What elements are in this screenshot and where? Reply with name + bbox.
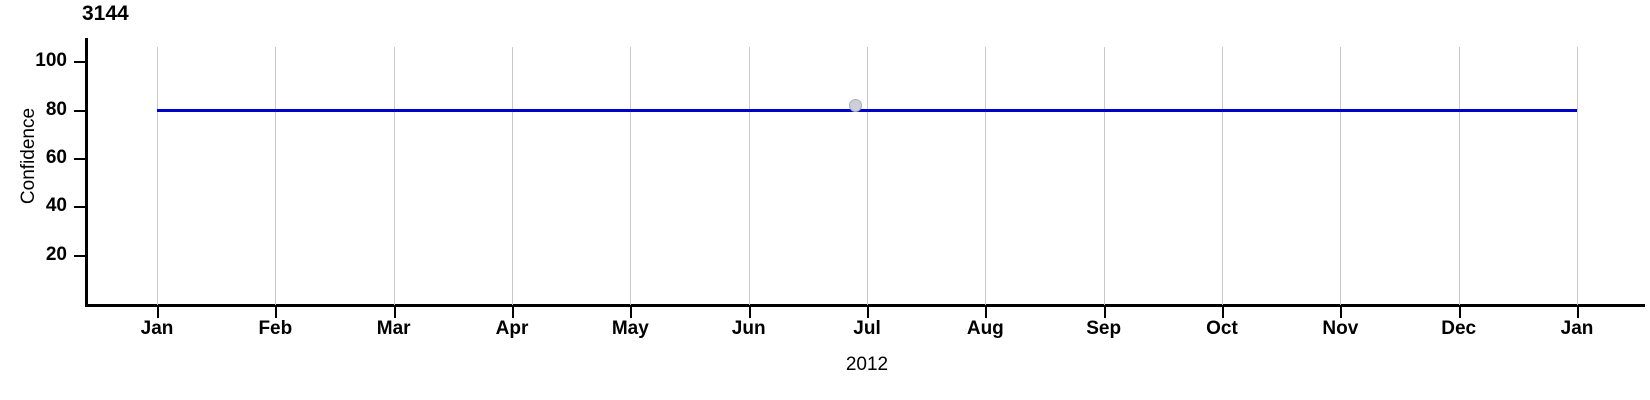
x-axis-tick-label: Jun [731,318,766,339]
x-axis-tick [1458,307,1461,318]
series-line-segment [1340,109,1459,113]
gridline [157,47,158,305]
y-axis-tick [74,157,85,160]
series-line-segment [393,109,512,113]
y-axis-tick [74,109,85,112]
series-line-segment [867,109,986,113]
gridline [1577,47,1578,305]
x-axis-tick [748,307,751,318]
gridline [630,47,632,305]
series-line-segment [512,109,631,113]
gridline [275,47,277,305]
x-axis-tick [1103,307,1106,318]
gridline [867,47,868,305]
y-axis-tick-label: 60 [45,146,67,168]
x-axis-tick-label: Oct [1206,318,1238,339]
chart-title: 3144 [82,2,129,25]
series-line-segment [630,109,749,113]
x-axis-tick [157,307,159,318]
x-axis-tick-label: May [611,318,649,339]
y-axis-tick-label: 100 [35,50,67,72]
x-axis-tick-label: Jul [853,318,881,339]
gridline [985,47,987,305]
x-axis-tick-label: Apr [495,318,529,339]
x-axis-tick [1222,307,1224,318]
x-axis-tick [275,307,278,318]
y-axis-line [85,38,88,306]
x-axis-tick-label: Nov [1322,318,1359,339]
gridline [393,47,395,305]
gridline [512,47,513,305]
x-axis-line [85,304,1645,307]
gridline [748,47,750,305]
x-axis-tick [1577,307,1579,318]
x-axis-tick-label: Dec [1441,318,1477,339]
series-line-segment [1222,109,1341,113]
x-axis-tick-label: Feb [258,318,293,339]
y-axis-tick [74,206,85,209]
x-axis-tick-label: Aug [966,318,1004,339]
gridline [1222,47,1223,305]
x-axis-tick-label: Jan [140,318,174,339]
y-axis-tick-label: 20 [45,243,67,265]
data-point[interactable] [848,99,862,113]
series-line-segment [1458,109,1577,113]
gridline [1340,47,1342,305]
x-axis-tick [512,307,514,318]
x-axis-tick [867,307,869,318]
x-axis-title: 2012 [845,354,889,375]
series-line-segment [985,109,1104,113]
y-axis-tick-label: 80 [45,98,67,120]
x-axis-tick-label: Sep [1086,318,1122,339]
series-line-segment [748,109,867,113]
y-axis-tick [74,61,85,64]
gridline [1103,47,1105,305]
x-axis-tick-label: Jan [1560,318,1594,339]
y-axis-tick-label: 40 [45,195,67,217]
series-line-segment [1103,109,1222,113]
series-line-segment [157,109,276,113]
x-axis-tick-label: Mar [376,318,411,339]
x-axis-tick [985,307,988,318]
x-axis-tick [1340,307,1343,318]
gridline [1458,47,1460,305]
series-line-segment [275,109,394,113]
y-axis-tick [74,254,85,257]
x-axis-tick [630,307,633,318]
x-axis-tick [393,307,396,318]
